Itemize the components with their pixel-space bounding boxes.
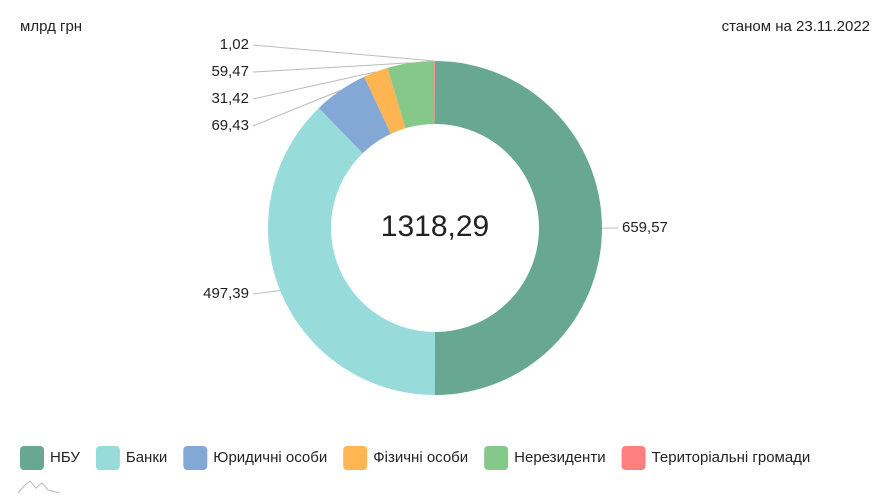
value-label: 659,57	[622, 219, 668, 236]
legend-swatch[interactable]	[343, 446, 368, 470]
legend-label[interactable]: Нерезиденти	[514, 449, 605, 466]
legend-label[interactable]: НБУ	[50, 449, 80, 466]
donut-segment	[434, 61, 602, 395]
legend-label[interactable]: Банки	[126, 449, 167, 466]
value-label: 497,39	[203, 285, 249, 302]
donut-segment	[387, 61, 435, 129]
legend-swatch[interactable]	[484, 446, 509, 470]
donut-segment	[318, 76, 391, 154]
date-label: станом на 23.11.2022	[722, 18, 870, 35]
legend-swatch[interactable]	[20, 446, 44, 470]
legend-swatch[interactable]	[95, 446, 120, 470]
value-label: 1,02	[220, 36, 249, 53]
leader-line	[252, 289, 281, 295]
donut-segment	[268, 107, 435, 395]
legend-label[interactable]: Фізичні особи	[373, 449, 468, 466]
value-label: 69,43	[211, 117, 249, 134]
donut-segment	[364, 67, 406, 134]
legend-swatch[interactable]	[183, 446, 208, 470]
donut-segment	[434, 61, 435, 125]
leader-line	[252, 44, 435, 62]
logo	[17, 480, 61, 494]
unit-label: млрд грн	[20, 18, 82, 35]
value-label: 31,42	[211, 90, 249, 107]
leader-line	[252, 71, 376, 100]
total-label: 1318,29	[381, 210, 489, 243]
legend-swatch[interactable]	[621, 446, 646, 470]
legend-label[interactable]: Юридичні особи	[213, 449, 327, 466]
legend-label[interactable]: Територіальні громади	[652, 449, 811, 466]
value-label: 59,47	[211, 63, 249, 80]
leader-line	[252, 90, 341, 127]
leader-line	[252, 62, 411, 73]
